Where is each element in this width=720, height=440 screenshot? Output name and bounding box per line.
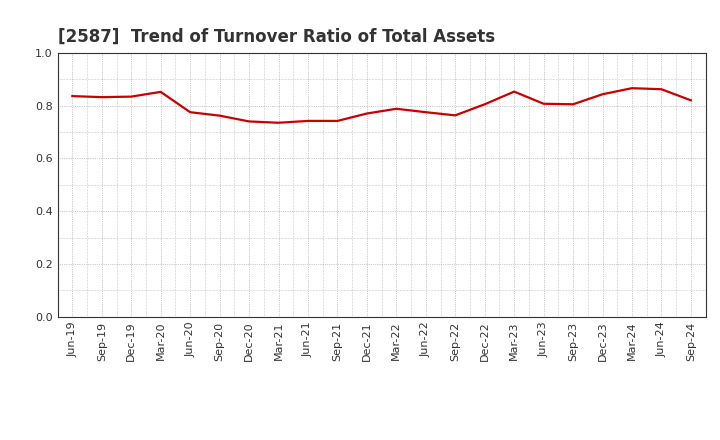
- Text: [2587]  Trend of Turnover Ratio of Total Assets: [2587] Trend of Turnover Ratio of Total …: [58, 28, 495, 46]
